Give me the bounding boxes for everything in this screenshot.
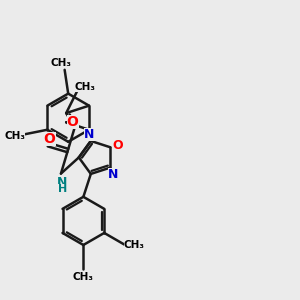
Text: CH₃: CH₃ bbox=[74, 82, 95, 92]
Text: N: N bbox=[108, 168, 118, 181]
Text: CH₃: CH₃ bbox=[73, 272, 94, 282]
Text: H: H bbox=[58, 184, 67, 194]
Text: N: N bbox=[84, 128, 94, 141]
Text: N: N bbox=[57, 176, 68, 189]
Text: CH₃: CH₃ bbox=[4, 131, 26, 141]
Text: O: O bbox=[67, 115, 79, 129]
Text: O: O bbox=[44, 132, 56, 146]
Text: CH₃: CH₃ bbox=[124, 240, 145, 250]
Text: O: O bbox=[112, 139, 123, 152]
Text: CH₃: CH₃ bbox=[51, 58, 72, 68]
